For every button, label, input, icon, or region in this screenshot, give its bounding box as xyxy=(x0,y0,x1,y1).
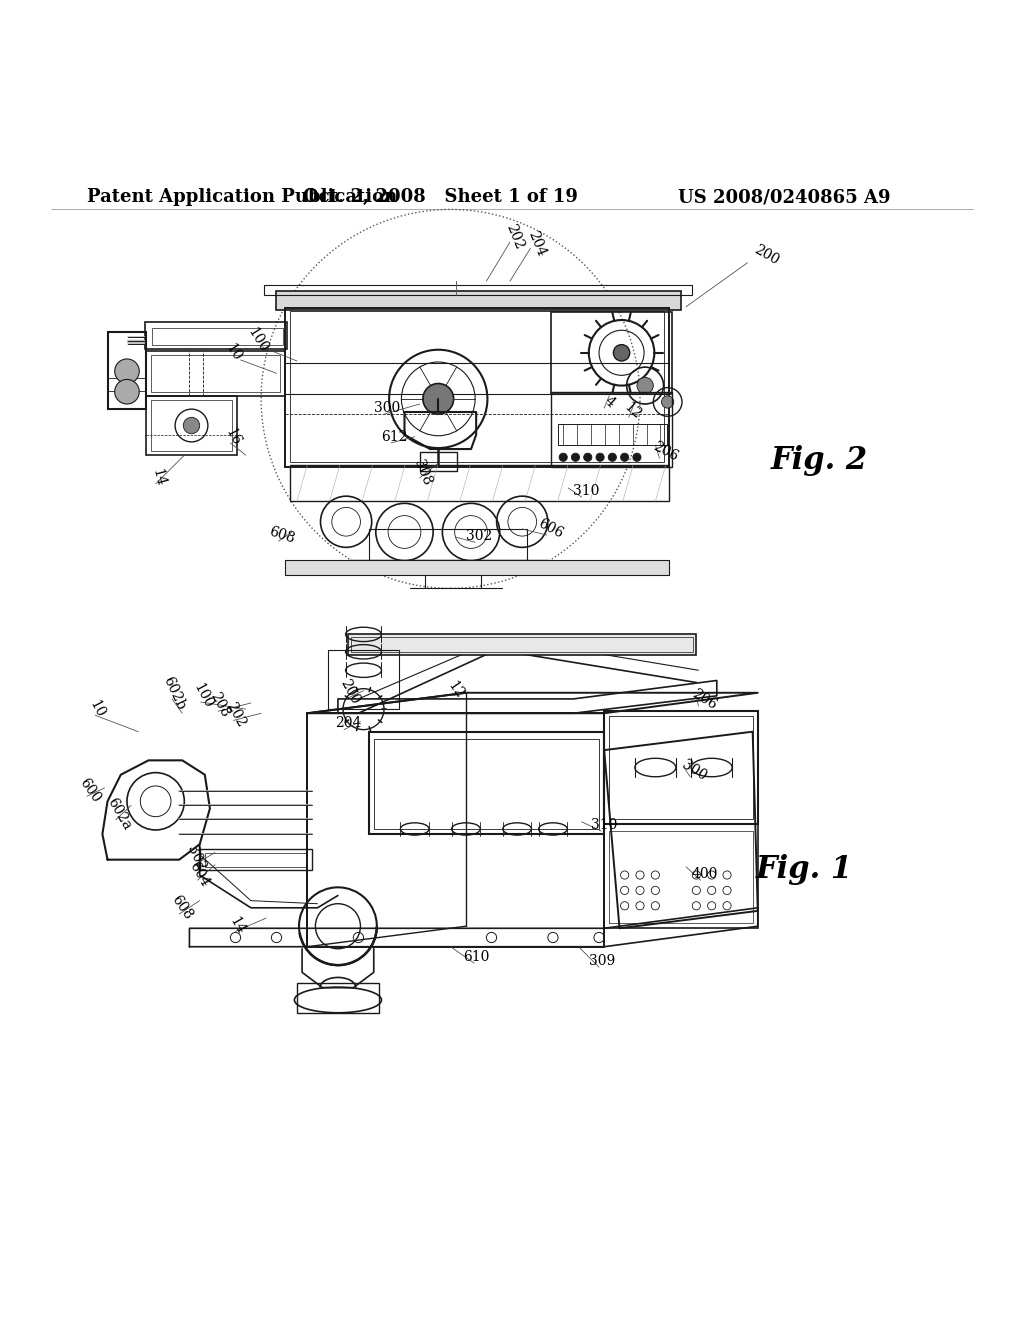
Text: 610: 610 xyxy=(463,950,489,964)
Text: US 2008/0240865 A9: US 2008/0240865 A9 xyxy=(678,189,891,206)
Text: 206: 206 xyxy=(690,686,719,713)
Bar xyxy=(146,396,237,455)
Text: 608: 608 xyxy=(267,524,296,545)
Text: 200: 200 xyxy=(338,677,362,706)
Text: 612: 612 xyxy=(381,430,408,444)
Circle shape xyxy=(571,453,580,462)
Text: 204: 204 xyxy=(335,717,361,730)
Circle shape xyxy=(613,345,630,360)
Text: 604: 604 xyxy=(187,859,212,888)
Bar xyxy=(151,355,280,392)
Bar xyxy=(558,425,667,445)
Bar xyxy=(285,560,669,576)
Text: 204: 204 xyxy=(525,228,548,259)
Text: 606: 606 xyxy=(536,516,566,541)
Bar xyxy=(290,310,664,462)
Bar xyxy=(604,824,758,928)
Text: 600: 600 xyxy=(77,775,103,805)
Bar xyxy=(151,400,232,451)
Text: 202: 202 xyxy=(504,222,526,252)
Circle shape xyxy=(183,417,200,434)
Bar xyxy=(369,731,604,834)
Bar xyxy=(276,292,681,310)
Bar xyxy=(146,351,285,396)
Text: 14: 14 xyxy=(150,467,168,488)
Bar xyxy=(152,329,283,345)
Text: 200: 200 xyxy=(751,243,781,268)
Text: Fig. 2: Fig. 2 xyxy=(771,445,867,475)
Text: 208: 208 xyxy=(208,690,232,719)
Text: Fig. 1: Fig. 1 xyxy=(756,854,852,886)
Text: 206: 206 xyxy=(650,440,681,465)
Circle shape xyxy=(115,359,139,384)
Text: 602b: 602b xyxy=(161,675,187,711)
Circle shape xyxy=(584,453,592,462)
Circle shape xyxy=(621,453,629,462)
Text: 100: 100 xyxy=(190,681,215,710)
Text: 300: 300 xyxy=(680,758,709,784)
Circle shape xyxy=(637,378,653,393)
Bar xyxy=(348,635,696,655)
Text: 202: 202 xyxy=(223,700,248,729)
Bar xyxy=(551,392,672,467)
Bar xyxy=(369,529,527,560)
Text: 12: 12 xyxy=(444,678,467,701)
Circle shape xyxy=(596,453,604,462)
Text: Patent Application Publication: Patent Application Publication xyxy=(87,189,397,206)
Text: 602a: 602a xyxy=(104,795,133,832)
Bar xyxy=(205,853,307,867)
Circle shape xyxy=(662,396,674,408)
Text: 302: 302 xyxy=(466,529,493,543)
Text: 608: 608 xyxy=(169,894,196,923)
Text: 310: 310 xyxy=(591,818,617,832)
Bar xyxy=(290,466,669,502)
Text: 300: 300 xyxy=(374,401,400,414)
Circle shape xyxy=(115,379,139,404)
Bar xyxy=(297,982,379,1014)
Bar xyxy=(609,832,753,923)
Text: Oct. 2, 2008   Sheet 1 of 19: Oct. 2, 2008 Sheet 1 of 19 xyxy=(303,189,578,206)
Bar xyxy=(351,638,693,652)
Circle shape xyxy=(608,453,616,462)
Text: 309: 309 xyxy=(589,954,615,968)
Text: 14: 14 xyxy=(227,913,248,936)
Text: 12: 12 xyxy=(622,400,644,422)
Circle shape xyxy=(633,453,641,462)
Text: 302: 302 xyxy=(184,843,209,874)
Text: 16: 16 xyxy=(223,426,244,447)
Bar xyxy=(200,850,312,870)
Bar xyxy=(609,717,753,818)
Bar xyxy=(264,285,692,296)
Text: 10: 10 xyxy=(223,342,244,364)
Bar xyxy=(420,453,457,470)
Text: 4: 4 xyxy=(601,393,617,411)
Text: 100: 100 xyxy=(245,326,271,355)
Text: 400: 400 xyxy=(691,867,718,880)
Circle shape xyxy=(423,384,454,414)
Bar xyxy=(108,333,146,409)
Text: 308: 308 xyxy=(412,458,434,487)
Circle shape xyxy=(559,453,567,462)
Bar xyxy=(285,308,669,467)
Bar xyxy=(604,711,758,824)
Text: 310: 310 xyxy=(572,484,599,498)
Bar xyxy=(551,312,672,393)
Bar xyxy=(374,739,599,829)
Bar xyxy=(328,649,399,709)
Bar xyxy=(145,322,287,348)
Text: 10: 10 xyxy=(87,698,108,721)
